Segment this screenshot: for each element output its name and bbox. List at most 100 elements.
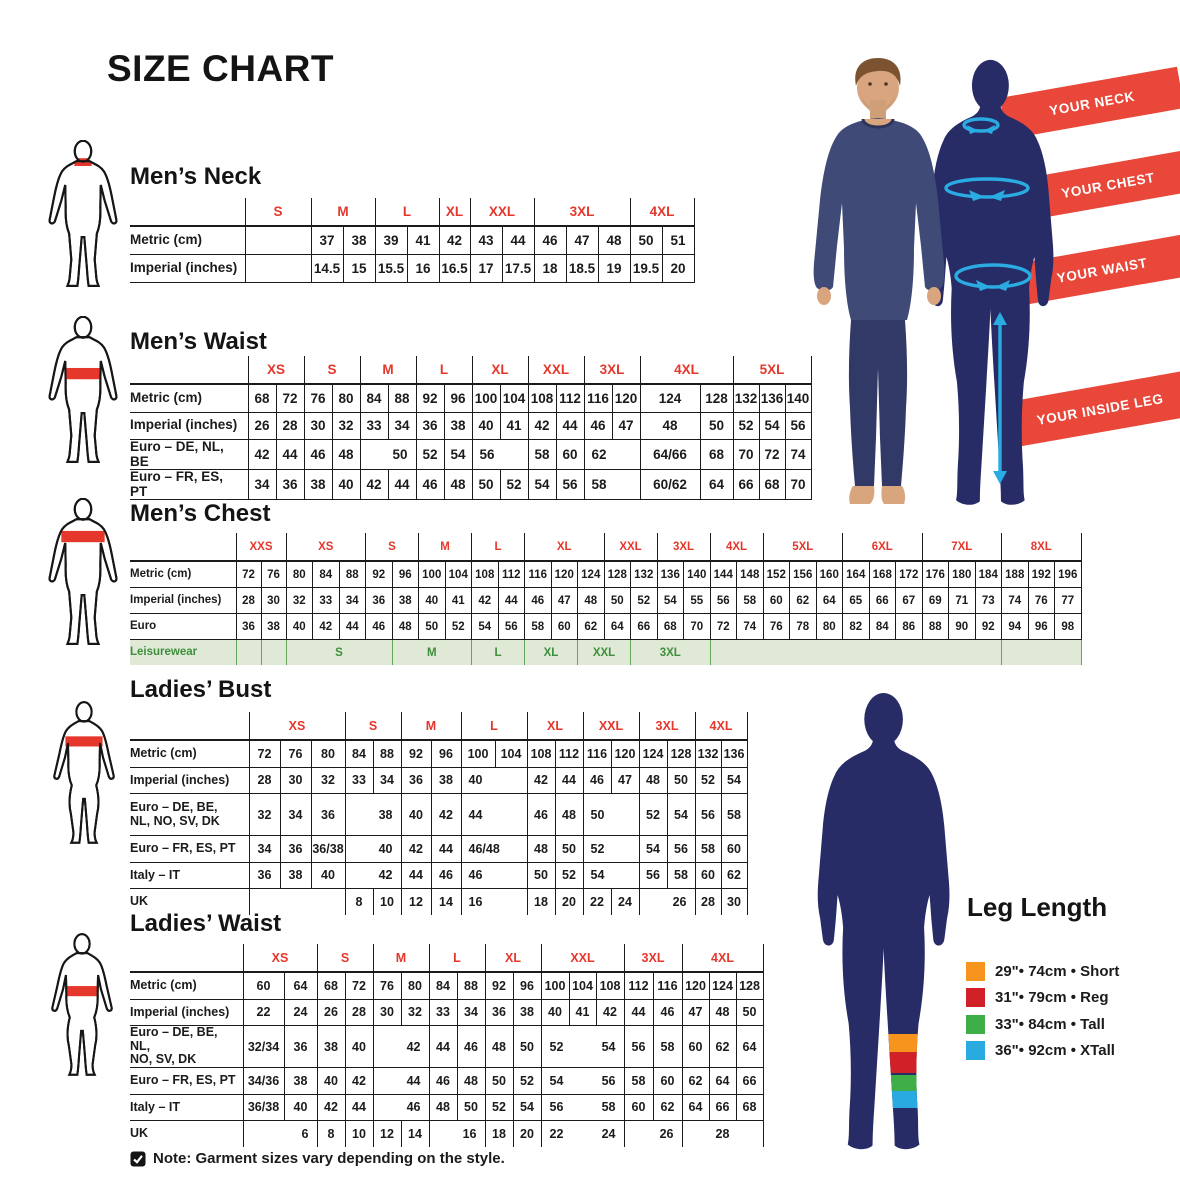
size-cell: 24 xyxy=(283,999,317,1026)
size-cell: 66 xyxy=(732,469,759,501)
ladies-bust-figure-icon xyxy=(53,701,115,844)
leg-length-item: 36"• 92cm • XTall xyxy=(966,1038,1119,1065)
size-cell: 60/62 xyxy=(639,469,700,501)
size-cell: 52 xyxy=(694,767,721,794)
ladies-waist-table: XS S M L XL XXL 3XL 4XL Metric (cm) 60 64 68 72 76 80 8… xyxy=(130,944,764,1147)
size-cell xyxy=(709,639,1002,665)
size-group-header: XL xyxy=(438,198,470,227)
size-cell: 22 24 xyxy=(540,1120,624,1147)
size-cell: 40 xyxy=(418,587,445,614)
size-cell: 108 xyxy=(527,384,556,413)
size-cell: 120 xyxy=(550,561,578,588)
row-label: Imperial (inches) xyxy=(130,767,249,794)
size-group-header: XXL xyxy=(540,944,624,973)
size-group-header: M xyxy=(310,198,375,227)
size-cell: 72 xyxy=(344,972,373,1000)
size-cell: 56 xyxy=(497,613,525,640)
size-cell: 16 xyxy=(406,254,439,283)
size-cell: 42 xyxy=(527,412,556,440)
size-cell: 38 xyxy=(443,412,472,440)
size-cell: 60 xyxy=(694,862,721,889)
size-cell: 46 xyxy=(428,1067,457,1095)
section-title: Men’s Waist xyxy=(130,328,267,355)
size-cell: 58 xyxy=(583,469,640,501)
size-cell: 77 xyxy=(1054,587,1082,614)
size-cell: 100 xyxy=(418,561,445,588)
size-cell: 52 54 xyxy=(540,1025,624,1068)
size-cell: 100 xyxy=(540,972,569,1000)
size-cell: 184 xyxy=(974,561,1002,588)
mens-neck-grid: S M L XL XXL 3XL 4XL Metric (cm) 37 38 39 41 42 43 44 4… xyxy=(130,198,695,283)
size-cell: 72 xyxy=(235,561,261,588)
size-cell: 33 xyxy=(312,587,339,614)
size-cell: 50 xyxy=(418,613,445,640)
size-cell: 36 xyxy=(310,793,345,836)
size-cell: 46 xyxy=(460,862,527,889)
size-cell: 8 xyxy=(344,888,373,915)
leg-length-swatch xyxy=(966,961,985,981)
row-label: Leisurewear xyxy=(130,639,236,665)
size-cell: 88 xyxy=(387,384,416,413)
ladies-bust-table: XS S M L XL XXL 3XL 4XL Metric (cm) 72 76 80 84 88 92 9… xyxy=(130,712,748,915)
waist-measure-icon xyxy=(954,263,1032,291)
size-cell: 26 xyxy=(623,1120,682,1147)
size-cell: 28 xyxy=(344,999,373,1026)
size-cell: 40 xyxy=(285,613,313,640)
mens-chest-grid: XXS XS S M L XL XXL 3XL 4XL 5XL 6XL 7XL 8XL Metric (c… xyxy=(130,533,1082,665)
size-cell: 60 xyxy=(720,835,748,863)
size-cell: 78 xyxy=(789,613,816,640)
size-cell: 52 xyxy=(554,862,583,889)
size-cell: 92 xyxy=(415,384,444,413)
size-cell: 52 xyxy=(499,469,528,501)
size-cell: 46 xyxy=(582,767,611,794)
leg-length-label: 36"• 92cm • XTall xyxy=(995,1042,1115,1060)
row-label: Imperial (inches) xyxy=(130,587,236,614)
size-cell: 76 xyxy=(762,613,790,640)
size-cell: 42 xyxy=(359,469,388,501)
size-cell: 12 xyxy=(400,888,431,915)
size-cell: 92 xyxy=(400,740,431,768)
size-cell: 124 xyxy=(639,384,700,413)
size-cell: 44 xyxy=(497,587,525,614)
size-cell: 42 xyxy=(526,767,555,794)
table-corner xyxy=(130,944,243,973)
size-cell: 76 xyxy=(279,740,311,768)
size-cell: 30 xyxy=(720,888,748,915)
size-group-header: XXL xyxy=(527,356,584,385)
size-cell: 20 xyxy=(512,1120,541,1147)
size-cell: 38 xyxy=(512,999,541,1026)
size-cell: 30 xyxy=(303,412,332,440)
size-cell: 60 xyxy=(550,613,578,640)
size-cell: 54 xyxy=(527,469,556,501)
size-cell: 50 xyxy=(666,767,695,794)
row-label: Italy – IT xyxy=(130,1094,243,1121)
size-cell: 46 xyxy=(365,613,392,640)
size-cell: 50 xyxy=(456,1094,485,1121)
size-cell: 40 xyxy=(331,469,360,501)
size-cell: 64 xyxy=(603,613,631,640)
size-group-header: XS xyxy=(242,944,317,973)
size-cell: 46 xyxy=(430,862,461,889)
size-cell: 46 xyxy=(583,412,612,440)
size-cell: 116 xyxy=(582,740,611,768)
section-title: Men’s Chest xyxy=(130,500,271,527)
leg-length-swatch xyxy=(966,988,985,1008)
size-cell: 44 xyxy=(501,226,534,255)
size-cell: 168 xyxy=(868,561,896,588)
size-cell: 56 xyxy=(784,412,812,440)
size-cell: 120 xyxy=(611,384,640,413)
size-cell: 48 xyxy=(708,999,736,1026)
size-cell: 70 xyxy=(683,613,710,640)
size-cell: 56 58 xyxy=(540,1094,624,1121)
size-cell: 18 xyxy=(484,1120,513,1147)
size-cell: 14.5 xyxy=(310,254,343,283)
size-group-header: 4XL xyxy=(694,712,748,741)
size-cell: 64 xyxy=(815,587,843,614)
size-cell: 67 xyxy=(895,587,922,614)
size-cell: 74 xyxy=(736,613,763,640)
size-cell: 36 xyxy=(484,999,513,1026)
size-cell xyxy=(244,226,311,255)
size-cell: 34 xyxy=(456,999,485,1026)
leg-band-short xyxy=(883,1034,925,1052)
size-cell: 96 xyxy=(391,561,419,588)
